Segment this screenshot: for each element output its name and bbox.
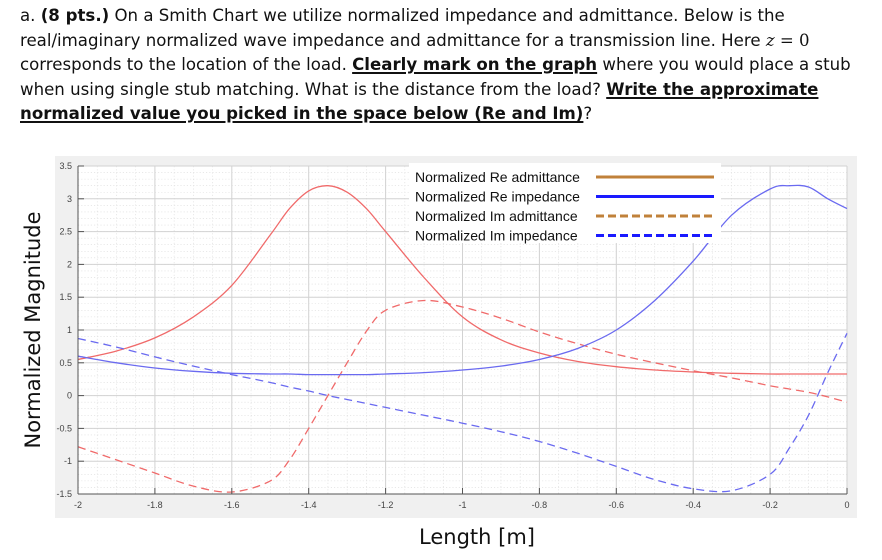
series-line-2: [77, 184, 848, 376]
y-tick-label: 1: [67, 325, 72, 335]
question-emphasis-1: Clearly mark on the graph: [352, 55, 598, 74]
legend-label: Normalized Im impedance: [415, 228, 578, 244]
y-tick-label: 0.5: [59, 358, 72, 368]
question-text-3: where you would place a stub when using …: [20, 55, 851, 99]
x-tick-label: -0.6: [609, 500, 625, 510]
x-tick-label: -1.4: [301, 500, 317, 510]
x-tick-label: 0: [844, 500, 849, 510]
x-tick-labels: -2 -1.8 -1.6 -1.4 -1.2 -1 -0.8 -0.6 -0.4 -0.2 0: [74, 500, 850, 510]
question-prefix: a.: [20, 6, 41, 25]
series-line-3: [77, 333, 848, 493]
y-tick-label: 2: [67, 259, 72, 269]
y-tick-labels: -1.5 -1 -0.5 0 0.5 1 1.5 2 2.5 3 3.5: [56, 161, 72, 499]
y-tick-label: -0.5: [56, 423, 72, 433]
x-tick-label: -1.2: [378, 500, 394, 510]
question-text: a. (8 pts.) On a Smith Chart we utilize …: [20, 4, 870, 127]
axes: [77, 165, 848, 495]
x-tick-label: -1.8: [147, 500, 163, 510]
y-tick-label: 3.5: [59, 161, 72, 171]
x-tick-label: -2: [74, 500, 82, 510]
question-emphasis-2: Write the approximate normalized value y…: [20, 79, 819, 124]
question-text-2: corresponds to the location of the load.: [20, 55, 353, 74]
y-tick-label: -1.5: [56, 489, 72, 499]
data-series: [77, 184, 848, 493]
x-tick-label: -0.4: [685, 500, 701, 510]
math-equation: = 0: [774, 30, 810, 50]
question-points: (8 pts.): [40, 6, 110, 25]
series-line-0: [77, 185, 848, 375]
math-variable: z: [765, 30, 775, 50]
y-axis-label: Normalized Magnitude: [21, 211, 45, 448]
legend-label: Normalized Re admittance: [415, 169, 580, 185]
y-tick-label: 2.5: [59, 227, 72, 237]
x-tick-label: -1.6: [224, 500, 240, 510]
x-tick-label: -1: [458, 500, 466, 510]
x-tick-label: -0.2: [762, 500, 778, 510]
question-suffix: ?: [583, 104, 593, 123]
x-tick-label: -0.8: [532, 500, 548, 510]
legend: Normalized Re admittance Normalized Re im…: [409, 163, 721, 244]
y-tick-label: -1: [64, 456, 72, 466]
legend-label: Normalized Re impedance: [415, 189, 580, 205]
question-text-1: On a Smith Chart we utilize normalized i…: [20, 6, 785, 50]
y-tick-label: 3: [67, 194, 72, 204]
y-tick-label: 1.5: [59, 292, 72, 302]
legend-label: Normalized Im admittance: [415, 208, 578, 224]
y-tick-label: 0: [67, 391, 72, 401]
x-axis-label: Length [m]: [419, 525, 535, 549]
